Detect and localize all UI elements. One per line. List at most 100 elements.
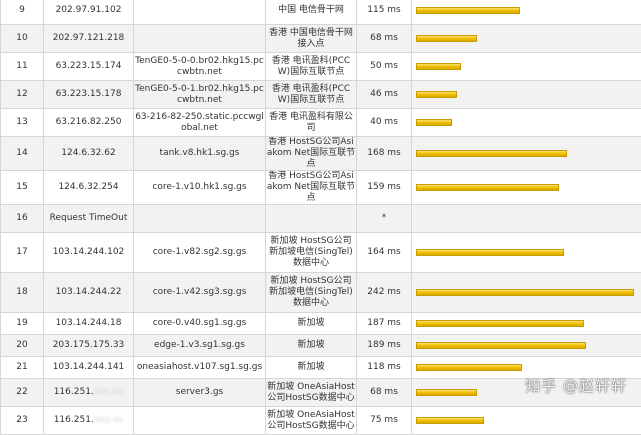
ip-address: 124.6.32.62 [44,137,134,171]
ip-text: 124.6.32.62 [61,148,115,158]
ip-address: 103.14.244.22 [44,273,134,313]
latency-bar [416,35,477,42]
location: 香港 中国电信骨干网接入点 [266,25,357,53]
hostname: core-0.v40.sg1.sg.gs [134,313,266,335]
hop-row: 12 63.223.15.178 TenGE0-5-0-1.br02.hkg15.p… [1,81,641,109]
watermark: 知乎 @赵轩轩 [525,375,627,396]
latency-bar [416,63,461,70]
location: 新加坡 [266,313,357,335]
location: 香港 HostSG公司Asiakom Net国际互联节点 [266,137,357,171]
ip-address: 203.175.175.33 [44,335,134,357]
latency: 187 ms [357,313,412,335]
ip-address: 63.223.15.178 [44,81,134,109]
ip-text: 116.251. [54,387,94,397]
hostname [134,205,266,233]
hop-number: 12 [1,81,44,109]
latency: 75 ms [357,407,412,435]
latency-bar [416,184,559,191]
ip-text: 103.14.244.141 [53,362,125,372]
hostname: TenGE0-5-0-0.br02.hkg15.pccwbtn.net [134,53,266,81]
hop-number: 9 [1,0,44,25]
ip-text: 116.251. [54,415,94,425]
latency-bar [416,289,634,296]
ip-text: 203.175.175.33 [53,340,125,350]
hostname: core-1.v42.sg3.sg.gs [134,273,266,313]
ip-address: 202.97.91.102 [44,0,134,25]
latency-bar-cell [412,25,641,53]
ip-address: 103.14.244.102 [44,233,134,273]
ip-address: 103.14.244.141 [44,357,134,379]
hostname: 63-216-82-250.static.pccwglobal.net [134,109,266,137]
hop-number: 10 [1,25,44,53]
location: 新加坡 HostSG公司新加坡电信(SingTel)数据中心 [266,233,357,273]
hostname [134,0,266,25]
latency-bar [416,389,477,396]
hostname: edge-1.v3.sg1.sg.gs [134,335,266,357]
latency-bar [416,249,564,256]
ip-address: 116.251.xxx.xx [44,379,134,407]
latency: 189 ms [357,335,412,357]
ip-text: 63.223.15.178 [56,89,122,99]
latency: 46 ms [357,81,412,109]
latency: 159 ms [357,171,412,205]
latency-bar [416,417,484,424]
ip-redacted: xxx.xx [94,387,124,397]
location: 中国 电信骨干网 [266,0,357,25]
ip-text: 202.97.91.102 [56,5,122,15]
latency-bar-cell [412,0,641,25]
latency: * [357,205,412,233]
hostname: core-1.v82.sg2.sg.gs [134,233,266,273]
latency: 50 ms [357,53,412,81]
ip-text: 103.14.244.18 [56,318,122,328]
hostname: server3.gs [134,379,266,407]
hostname: TenGE0-5-0-1.br02.hkg15.pccwbtn.net [134,81,266,109]
location: 新加坡 OneAsiaHost公司HostSG数据中心 [266,407,357,435]
latency: 115 ms [357,0,412,25]
latency-bar-cell [412,313,641,335]
hop-number: 20 [1,335,44,357]
latency-bar-cell [412,233,641,273]
hop-number: 15 [1,171,44,205]
hostname: oneasiahost.v107.sg1.sg.gs [134,357,266,379]
hop-row: 13 63.216.82.250 63-216-82-250.static.pccw… [1,109,641,137]
ip-text: 124.6.32.254 [58,182,118,192]
hostname [134,407,266,435]
hop-number: 18 [1,273,44,313]
ip-text: 63.223.15.174 [56,61,122,71]
hostname: tank.v8.hk1.sg.gs [134,137,266,171]
latency-bar-cell [412,273,641,313]
location: 新加坡 [266,335,357,357]
ip-address: 63.223.15.174 [44,53,134,81]
ip-text: 202.97.121.218 [53,33,125,43]
hop-number: 13 [1,109,44,137]
hop-number: 19 [1,313,44,335]
latency: 164 ms [357,233,412,273]
latency-bar [416,119,452,126]
location [266,205,357,233]
ip-address: 116.251.xxx.xx [44,407,134,435]
location: 新加坡 [266,357,357,379]
latency: 40 ms [357,109,412,137]
hostname [134,25,266,53]
latency-bar [416,320,584,327]
latency: 118 ms [357,357,412,379]
latency-bar-cell [412,81,641,109]
location: 新加坡 HostSG公司新加坡电信(SingTel)数据中心 [266,273,357,313]
ip-text: 103.14.244.22 [56,287,122,297]
ip-text: 63.216.82.250 [56,117,122,127]
hostname: core-1.v10.hk1.sg.gs [134,171,266,205]
latency-bar-cell [412,53,641,81]
location: 香港 电讯盈科(PCCW)国际互联节点 [266,81,357,109]
latency-bar [416,150,567,157]
latency: 168 ms [357,137,412,171]
hop-number: 22 [1,379,44,407]
